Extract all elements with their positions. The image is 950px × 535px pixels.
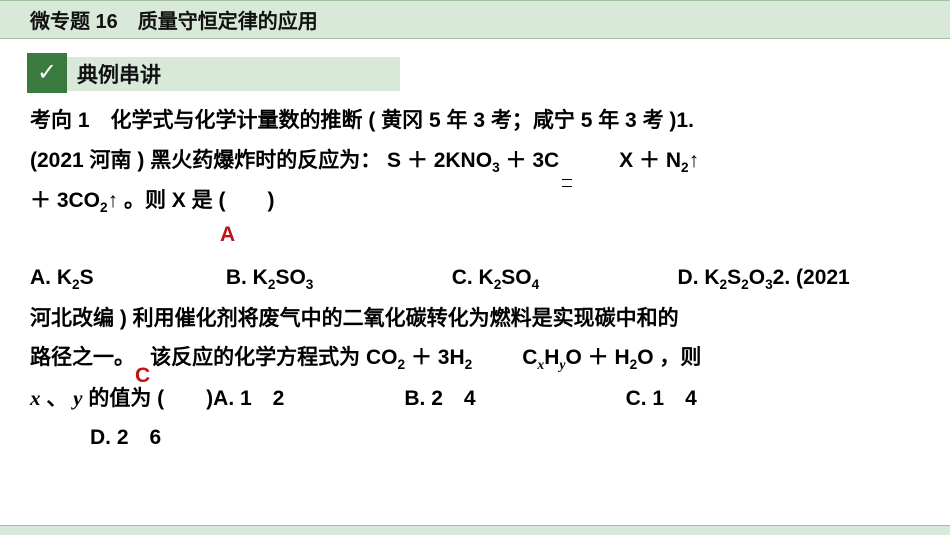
q2-line-b: 路径之一。C该反应的化学方程式为 CO2 ＋ 3H2CxHyO ＋ H2O ，则 xyxy=(30,338,920,378)
q2-line-c: x 、 y 的值为 ( )A. 1 2B. 2 4C. 1 4 xyxy=(30,379,920,419)
q2-line-d: D. 2 6 xyxy=(30,418,920,458)
q1-answer: A xyxy=(30,221,920,248)
q1-heading: 考向 1 化学式与化学计量数的推断 ( 黄冈 5 年 3 考；咸宁 5 年 3 … xyxy=(30,101,920,141)
q2-answer: C xyxy=(135,356,150,396)
q2-line-a: 河北改编 ) 利用催化剂将废气中的二氧化碳转化为燃料是实现碳中和的 xyxy=(30,299,920,339)
q2-option-c: C. 1 4 xyxy=(626,387,697,410)
check-icon: ✓ xyxy=(27,53,67,93)
q1-options: A. K2S B. K2SO3 C. K2SO4 D. K2S2O32. (20… xyxy=(30,258,920,298)
q2-option-d: D. 2 6 xyxy=(90,426,161,449)
q1-equation-line1: (2021 河南 ) 黑火药爆炸时的反应为： S ＋ 2KNO3 ＋ 3CX ＋… xyxy=(30,141,920,181)
topic-header: 微专题 16 质量守恒定律的应用 xyxy=(0,0,950,39)
q1-option-a: A. K2S xyxy=(30,258,220,298)
q1-option-d: D. K2S2O32. (2021 xyxy=(678,258,850,298)
section-badge: ✓ 典例串讲 xyxy=(30,57,400,91)
q1-option-b: B. K2SO3 xyxy=(226,258,446,298)
q2-option-b: B. 2 4 xyxy=(404,387,475,410)
footer-bar xyxy=(0,525,950,535)
q1-option-c: C. K2SO4 xyxy=(452,258,672,298)
section-label: 典例串讲 xyxy=(67,59,161,89)
content-body: 考向 1 化学式与化学计量数的推断 ( 黄冈 5 年 3 考；咸宁 5 年 3 … xyxy=(0,91,950,458)
q1-equation-line2: ＋ 3CO2↑ 。则 X 是 ( ) xyxy=(30,181,920,221)
topic-title: 微专题 16 质量守恒定律的应用 xyxy=(30,11,318,33)
